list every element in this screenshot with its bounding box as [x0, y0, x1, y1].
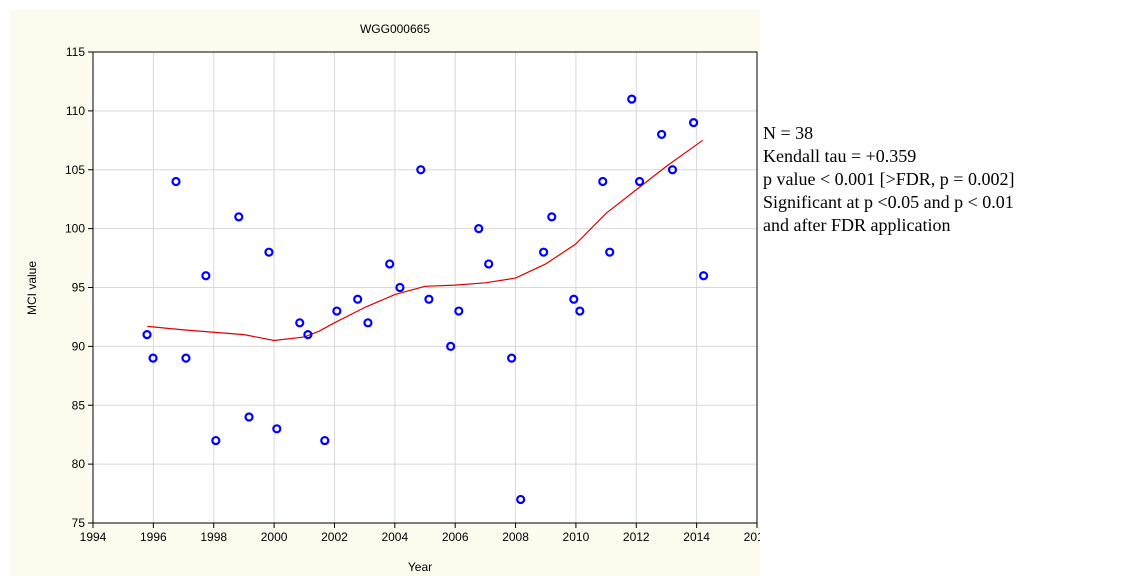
x-tick-label: 2010 — [563, 530, 590, 544]
data-point — [363, 318, 373, 328]
x-axis-label: Year — [408, 560, 432, 574]
y-axis-label: MCI value — [25, 261, 39, 315]
y-tick-label: 90 — [72, 339, 86, 353]
data-point — [627, 94, 637, 104]
data-point — [264, 247, 274, 257]
x-tick-label: 1994 — [80, 530, 107, 544]
data-point — [689, 118, 699, 128]
data-point — [454, 306, 464, 316]
chart-title: WGG000665 — [360, 22, 430, 36]
data-point — [272, 424, 282, 434]
data-point — [385, 259, 395, 269]
y-tick-label: 75 — [72, 516, 86, 530]
x-tick-label: 2002 — [321, 530, 348, 544]
data-point — [244, 412, 254, 422]
y-tick-label: 85 — [72, 398, 86, 412]
data-point — [424, 294, 434, 304]
data-point — [605, 247, 615, 257]
y-tick-label: 105 — [65, 163, 85, 177]
data-point — [657, 129, 667, 140]
data-point — [148, 353, 158, 363]
data-point — [507, 353, 517, 363]
data-point — [539, 247, 549, 257]
statistics-notes: N = 38 Kendall tau = +0.359 p value < 0.00… — [763, 122, 1014, 237]
data-point — [295, 318, 305, 328]
data-point — [484, 259, 494, 269]
annotation: p value < 0.001 [>FDR, p = 0.002] — [763, 169, 1015, 189]
data-point — [474, 224, 484, 234]
data-point — [171, 176, 181, 187]
x-tick-label: 2004 — [381, 530, 408, 544]
y-tick-label: 80 — [72, 457, 86, 471]
data-point — [353, 294, 363, 304]
annotation: Kendall tau = +0.359 — [763, 146, 917, 166]
data-point — [181, 353, 191, 363]
x-tick-label: 2014 — [683, 530, 710, 544]
y-tick-label: 95 — [72, 281, 86, 295]
x-tick-label: 1996 — [140, 530, 167, 544]
data-point — [446, 341, 456, 351]
data-point — [416, 165, 426, 175]
data-point — [634, 176, 645, 187]
data-point — [667, 165, 678, 175]
chart: WGG000665 Year MCI value 75 80 85 90 95 100 10… — [10, 10, 760, 576]
data-point — [211, 435, 221, 446]
data-point — [569, 294, 579, 304]
x-tick-label: 2006 — [442, 530, 469, 544]
x-tick-label: 2016 — [744, 530, 760, 544]
annotation: N = 38 — [763, 123, 814, 143]
data-point — [332, 306, 342, 316]
data-point — [320, 435, 330, 446]
data-point — [516, 494, 526, 505]
data-point — [201, 271, 211, 281]
data-point — [547, 212, 557, 222]
fit-line — [147, 139, 704, 342]
x-tick-label: 2012 — [623, 530, 650, 544]
data-point — [142, 330, 152, 340]
x-tick-label: 2000 — [261, 530, 288, 544]
data-point — [598, 176, 608, 187]
x-tick-label: 2008 — [502, 530, 529, 544]
x-tick-label: 1998 — [200, 530, 227, 544]
data-point — [575, 306, 585, 316]
y-tick-label: 110 — [66, 104, 85, 118]
annotation: Significant at p <0.05 and p < 0.01 — [763, 192, 1014, 212]
y-tick-label: 100 — [65, 222, 85, 236]
data-point — [698, 271, 709, 281]
data-point — [234, 212, 244, 222]
plot-border — [92, 51, 758, 524]
data-point — [395, 282, 405, 293]
data-point — [303, 330, 313, 340]
y-tick-label: 115 — [66, 45, 85, 59]
annotation: and after FDR application — [763, 215, 951, 235]
